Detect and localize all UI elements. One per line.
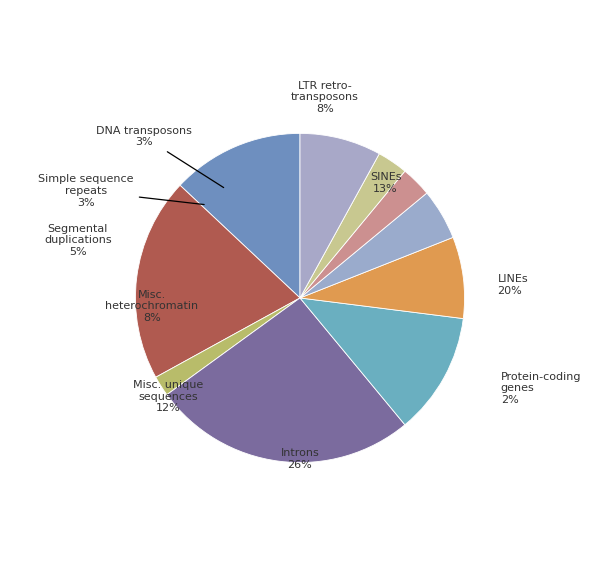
Text: DNA transposons
3%: DNA transposons 3% [96,126,224,187]
Wedge shape [180,133,300,298]
Wedge shape [136,185,300,377]
Text: Misc.
heterochromatin
8%: Misc. heterochromatin 8% [106,289,199,323]
Text: Misc. unique
sequences
12%: Misc. unique sequences 12% [133,380,203,413]
Text: Introns
26%: Introns 26% [281,449,319,470]
Text: LINEs
20%: LINEs 20% [497,274,528,296]
Text: Simple sequence
repeats
3%: Simple sequence repeats 3% [38,175,204,208]
Text: Segmental
duplications
5%: Segmental duplications 5% [44,224,112,257]
Wedge shape [300,154,405,298]
Wedge shape [300,298,463,425]
Wedge shape [167,298,405,463]
Text: LTR retro-
transposons
8%: LTR retro- transposons 8% [291,81,359,114]
Wedge shape [300,133,379,298]
Text: SINEs
13%: SINEs 13% [370,172,401,194]
Wedge shape [300,238,464,319]
Text: Protein-coding
genes
2%: Protein-coding genes 2% [501,372,581,405]
Wedge shape [300,171,427,298]
Wedge shape [156,298,300,395]
Wedge shape [300,193,453,298]
